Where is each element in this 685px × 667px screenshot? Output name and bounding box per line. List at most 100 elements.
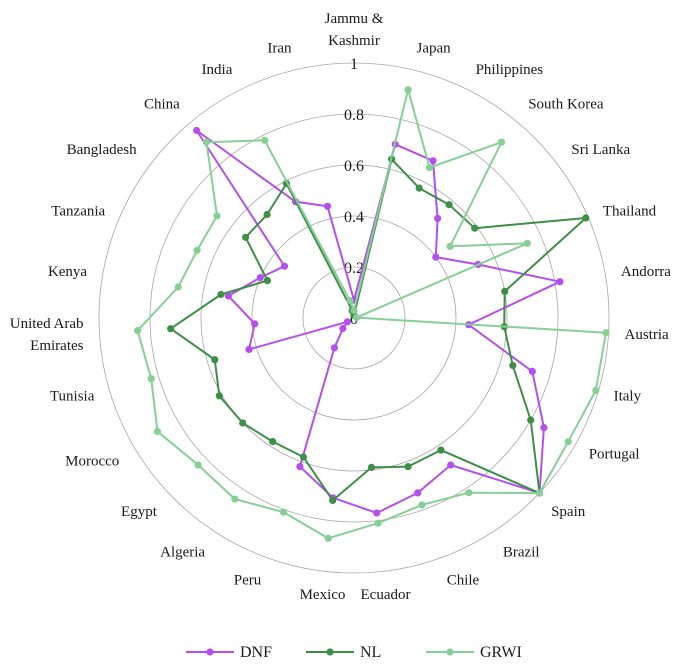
data-point-nl: [269, 438, 277, 446]
category-label: Algeria: [160, 544, 205, 560]
data-point-grwi: [261, 136, 269, 144]
grid-ring: [302, 266, 406, 370]
data-point-nl: [167, 325, 175, 333]
category-label: Iran: [267, 40, 292, 56]
category-label: Bangladesh: [67, 142, 137, 158]
series-line-grwi: [136, 88, 607, 540]
radial-tick-label: 0.8: [344, 107, 364, 124]
data-point-nl: [299, 453, 307, 461]
legend-marker: [206, 648, 214, 656]
category-label: Italy: [614, 389, 642, 405]
data-point-nl: [215, 392, 223, 400]
data-point-dnf: [280, 262, 289, 270]
data-point-grwi: [134, 327, 142, 335]
category-label: Kenya: [48, 264, 87, 280]
legend-label: DNF: [240, 644, 272, 661]
data-point-nl: [239, 419, 247, 427]
category-label: Philippines: [476, 62, 544, 78]
category-label: Chile: [447, 573, 480, 589]
radial-tick-labels: 00.20.40.60.81: [344, 56, 364, 328]
data-point-nl: [263, 210, 271, 219]
data-point-dnf: [373, 509, 381, 517]
data-point-dnf: [251, 320, 259, 328]
series-grwi: [134, 86, 610, 542]
category-label: Ecuador: [361, 587, 411, 603]
category-label: Andorra: [621, 264, 671, 280]
data-point-nl: [437, 446, 445, 454]
data-point-nl: [509, 361, 517, 370]
legend-label: GRWI: [480, 644, 522, 661]
category-label: Tanzania: [51, 204, 105, 220]
category-label: Brazil: [503, 544, 540, 560]
grid-ring: [200, 164, 508, 472]
data-point-nl: [415, 184, 423, 192]
series-line-dnf: [195, 129, 561, 514]
data-point-grwi: [231, 495, 239, 503]
data-point-dnf: [296, 463, 304, 471]
data-point-nl: [501, 287, 509, 295]
grid-ring: [98, 62, 610, 574]
category-label: India: [202, 62, 233, 78]
category-label: United Arab Emirates: [10, 316, 84, 354]
data-point-dnf: [323, 202, 332, 210]
data-point-grwi: [497, 138, 506, 146]
data-point-grwi: [346, 297, 354, 305]
category-label: Peru: [234, 573, 262, 589]
category-label: Tunisia: [50, 389, 95, 405]
radial-tick-label: 0.4: [344, 209, 364, 226]
data-point-dnf: [339, 324, 347, 333]
data-point-grwi: [602, 329, 610, 337]
data-point-dnf: [245, 345, 253, 353]
legend-label: NL: [360, 644, 381, 661]
legend-item-grwi: GRWI: [426, 644, 522, 661]
data-point-nl: [217, 290, 225, 299]
legend-marker: [326, 648, 334, 656]
data-point-dnf: [540, 424, 548, 432]
data-point-grwi: [350, 306, 358, 314]
data-point-grwi: [523, 239, 531, 247]
category-label: Mexico: [300, 587, 346, 603]
data-point-grwi: [564, 438, 572, 446]
data-point-grwi: [404, 86, 412, 94]
data-point-grwi: [374, 519, 382, 527]
data-point-dnf: [330, 344, 338, 352]
data-point-dnf: [429, 157, 437, 165]
data-point-grwi: [147, 375, 155, 383]
data-point-dnf: [528, 367, 536, 375]
data-point-grwi: [446, 242, 454, 250]
data-point-dnf: [414, 489, 422, 497]
data-point-nl: [367, 463, 376, 471]
data-point-grwi: [279, 508, 287, 516]
category-label: South Korea: [528, 96, 604, 112]
radial-tick-label: 0.2: [344, 260, 364, 277]
series-layer: [134, 86, 610, 542]
category-label: China: [144, 96, 180, 112]
category-label: Portugal: [589, 447, 640, 463]
data-point-grwi: [425, 164, 434, 172]
data-point-nl: [263, 277, 271, 285]
category-labels: Jammu & Kashmir Japan Philippines South Kore…: [10, 11, 671, 603]
category-label: Austria: [625, 327, 670, 343]
data-point-grwi: [535, 489, 544, 497]
category-label: Thailand: [603, 204, 657, 220]
data-point-nl: [445, 201, 453, 209]
category-label: Egypt: [121, 504, 158, 520]
data-point-grwi: [193, 246, 201, 254]
category-label: Jammu & Kashmir: [325, 11, 384, 49]
data-point-grwi: [174, 283, 182, 291]
series-dnf: [193, 126, 564, 517]
series-nl: [167, 155, 590, 504]
legend: DNF NL GRWI: [186, 644, 522, 661]
data-point-grwi: [324, 534, 332, 542]
data-point-nl: [329, 496, 337, 504]
data-point-grwi: [213, 212, 221, 220]
category-label: Spain: [551, 504, 586, 520]
data-point-dnf: [432, 253, 440, 261]
grid-ring: [251, 215, 457, 421]
data-point-grwi: [465, 489, 473, 497]
data-point-grwi: [194, 461, 202, 469]
category-label: Japan: [417, 40, 452, 56]
data-point-nl: [211, 356, 219, 364]
data-point-dnf: [434, 214, 442, 222]
